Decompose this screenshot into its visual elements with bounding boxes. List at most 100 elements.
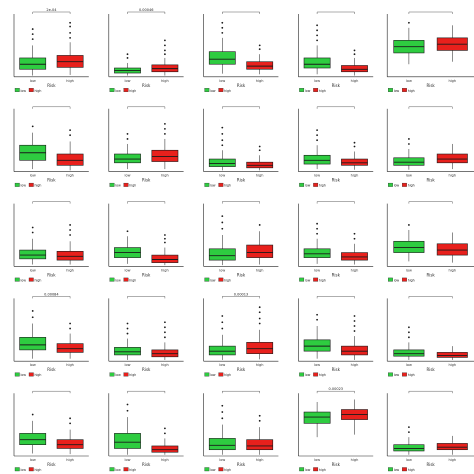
legend: low high <box>204 182 231 188</box>
box-low <box>303 313 331 359</box>
outlier-point <box>126 57 129 59</box>
outlier-point <box>164 432 166 435</box>
legend-swatch-low <box>299 467 305 472</box>
panel-4-3: 0.00023 low high Risk low high <box>298 387 374 472</box>
legend-label-low: low <box>305 278 311 282</box>
legend-label-low: low <box>394 184 400 188</box>
legend: low high <box>109 88 136 93</box>
box-body <box>151 254 179 263</box>
panel-1-3: low high Risk low high <box>298 106 374 188</box>
box-high <box>56 224 84 265</box>
x-tick-label: high <box>66 363 74 367</box>
legend-swatch-high <box>218 467 224 472</box>
legend-label-high: high <box>224 468 231 472</box>
box-body <box>208 345 236 356</box>
box-body <box>208 158 236 167</box>
outlier-point <box>221 215 224 218</box>
legend-swatch-high <box>28 88 34 92</box>
x-axis-title: Risk <box>142 367 151 372</box>
legend-swatch-high <box>402 277 407 282</box>
legend-swatch-low <box>14 182 20 187</box>
outlier-point <box>316 139 318 142</box>
panel-3-0: 0.00084 low high Risk low high <box>13 292 89 377</box>
box-body <box>303 339 331 352</box>
box-body <box>246 244 274 258</box>
x-tick-label: high <box>66 268 74 272</box>
box-high <box>341 232 368 265</box>
outlier-point <box>69 322 71 325</box>
box-body <box>341 345 368 356</box>
outlier-point <box>316 232 318 235</box>
box-low <box>303 222 331 264</box>
outlier-point <box>221 321 224 324</box>
outlier-point <box>221 404 224 407</box>
x-tick-label: low <box>125 268 131 272</box>
outlier-point <box>221 417 224 420</box>
x-tick-label: high <box>256 174 264 178</box>
outlier-point <box>69 25 71 28</box>
box-low <box>393 21 425 65</box>
box-high <box>151 234 179 266</box>
box-body <box>393 157 425 166</box>
outlier-point <box>258 224 261 226</box>
box-body <box>341 252 368 261</box>
legend-swatch-high <box>313 372 319 377</box>
panel-0-3: low high Risk low high <box>298 11 374 93</box>
box-high <box>436 25 468 62</box>
x-tick-label: low <box>30 174 36 178</box>
box-high <box>56 129 84 171</box>
legend-swatch-low <box>109 88 115 92</box>
box-body <box>246 61 274 70</box>
legend-label-low: low <box>21 373 27 377</box>
significance-bracket <box>222 11 260 14</box>
box-high <box>246 145 274 171</box>
x-axis-title: Risk <box>332 83 341 88</box>
x-tick-label: high <box>351 174 359 178</box>
outlier-point <box>408 326 410 329</box>
outlier-point <box>164 237 166 240</box>
significance-bracket <box>316 391 355 394</box>
significance-bracket <box>408 11 453 14</box>
outlier-point <box>258 145 261 148</box>
legend-swatch-high <box>28 372 34 377</box>
outlier-point <box>408 336 410 339</box>
box-high <box>246 306 274 360</box>
box-low <box>208 126 236 171</box>
significance-bracket <box>316 106 355 109</box>
panel-2-1: low high Risk low high <box>108 201 184 282</box>
legend-label-high: high <box>35 278 42 282</box>
x-tick-label: low <box>125 363 131 367</box>
legend: low high <box>14 372 41 377</box>
outlier-point <box>408 21 410 24</box>
legend-swatch-low <box>299 88 305 92</box>
legend-label-low: low <box>21 278 27 282</box>
outlier-point <box>164 127 166 130</box>
legend-label-high: high <box>129 278 136 282</box>
x-tick-label: high <box>66 79 74 83</box>
significance-bracket <box>127 391 166 394</box>
legend: low high <box>204 88 231 93</box>
box-high <box>151 427 179 455</box>
box-low <box>114 403 141 455</box>
outlier-point <box>31 310 34 312</box>
x-axis-title: Risk <box>142 83 151 88</box>
box-high <box>56 417 84 455</box>
box-high <box>246 224 274 265</box>
outlier-point <box>353 49 356 52</box>
x-tick-label: low <box>314 268 320 272</box>
box-body <box>208 438 236 451</box>
legend: low high <box>299 277 326 282</box>
legend: low high <box>14 277 42 282</box>
outlier-point <box>126 332 129 335</box>
x-tick-label: low <box>30 363 36 367</box>
legend-swatch-high <box>313 277 319 282</box>
outlier-point <box>221 221 224 224</box>
legend-swatch-low <box>14 372 20 377</box>
panel-1-1: low high Risk low high <box>108 106 184 188</box>
significance-bracket <box>127 296 166 299</box>
x-tick-label: low <box>406 174 412 178</box>
outlier-point <box>221 139 224 142</box>
box-low <box>393 326 425 360</box>
box-low <box>114 133 141 170</box>
